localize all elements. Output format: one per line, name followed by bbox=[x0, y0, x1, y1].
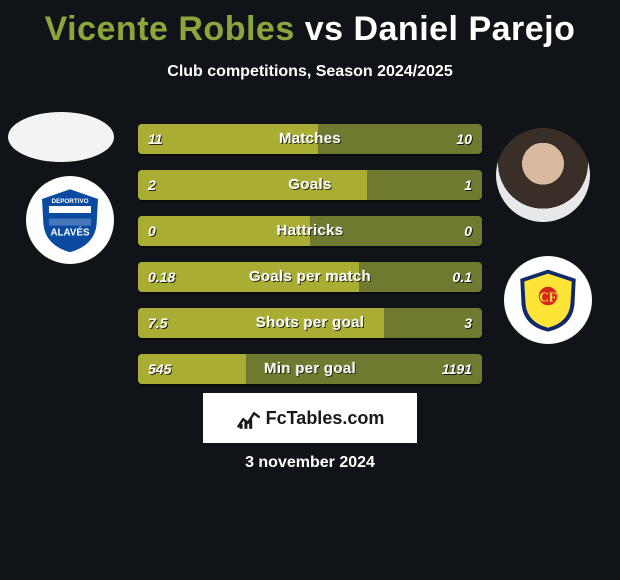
stats-bars-container: 11Matches10 2Goals1 0Hattricks0 0.18Goals p… bbox=[138, 124, 482, 400]
stat-value-right: 3 bbox=[464, 308, 472, 338]
player-1-avatar bbox=[8, 112, 114, 162]
player-2-avatar bbox=[496, 128, 590, 222]
stat-row: 7.5Shots per goal3 bbox=[138, 308, 482, 338]
watermark: FcTables.com bbox=[203, 393, 417, 443]
stat-row: 545Min per goal1191 bbox=[138, 354, 482, 384]
subtitle: Club competitions, Season 2024/2025 bbox=[0, 63, 620, 81]
title-player-2: Daniel Parejo bbox=[353, 10, 575, 48]
alaves-badge-icon: DEPORTIVO ALAVÉS bbox=[35, 185, 105, 255]
stat-row: 0Hattricks0 bbox=[138, 216, 482, 246]
stat-value-right: 10 bbox=[456, 124, 472, 154]
comparison-title: Vicente Robles vs Daniel Parejo bbox=[0, 0, 620, 49]
stat-value-right: 1191 bbox=[442, 354, 472, 384]
stat-value-right: 0.1 bbox=[453, 262, 472, 292]
stat-label: Shots per goal bbox=[138, 308, 482, 338]
stat-row: 0.18Goals per match0.1 bbox=[138, 262, 482, 292]
watermark-text: FcTables.com bbox=[266, 408, 385, 429]
stat-label: Min per goal bbox=[138, 354, 482, 384]
villarreal-badge-icon: CF bbox=[515, 267, 581, 333]
stat-label: Hattricks bbox=[138, 216, 482, 246]
svg-text:DEPORTIVO: DEPORTIVO bbox=[51, 198, 88, 205]
title-player-1: Vicente Robles bbox=[45, 10, 295, 48]
title-vs: vs bbox=[305, 10, 344, 48]
svg-text:ALAVÉS: ALAVÉS bbox=[50, 226, 89, 238]
stat-row: 11Matches10 bbox=[138, 124, 482, 154]
stat-label: Goals per match bbox=[138, 262, 482, 292]
player-2-club-badge: CF bbox=[504, 256, 592, 344]
footer-date: 3 november 2024 bbox=[0, 454, 620, 472]
fctables-logo-icon bbox=[236, 406, 260, 430]
stat-value-right: 0 bbox=[464, 216, 472, 246]
svg-text:CF: CF bbox=[539, 289, 557, 304]
stat-label: Goals bbox=[138, 170, 482, 200]
stat-value-right: 1 bbox=[464, 170, 472, 200]
stat-row: 2Goals1 bbox=[138, 170, 482, 200]
player-1-club-badge: DEPORTIVO ALAVÉS bbox=[26, 176, 114, 264]
stat-label: Matches bbox=[138, 124, 482, 154]
